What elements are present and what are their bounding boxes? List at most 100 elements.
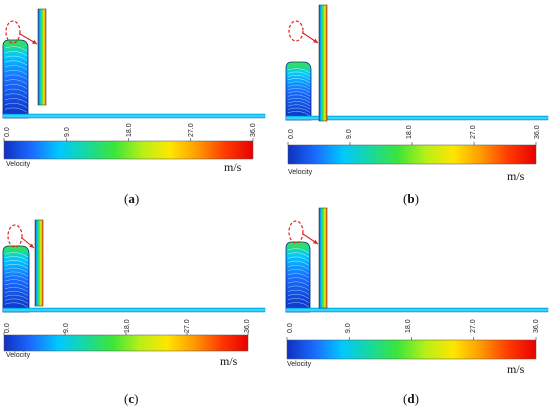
colorbar-quantity-label-a: Velocity — [6, 161, 31, 168]
streamline — [287, 94, 311, 100]
streamline — [287, 264, 310, 270]
chamber-domain-a — [2, 39, 29, 119]
streamline — [4, 256, 29, 262]
streamline — [4, 46, 28, 52]
colorbar-d — [286, 339, 537, 360]
colorbar-c — [3, 334, 249, 352]
colorbar-quantity-label-b: Velocity — [288, 169, 313, 176]
streamline — [4, 79, 28, 85]
streamline — [287, 84, 311, 90]
zoom-inset-b — [318, 4, 328, 122]
colorbar-tick-d-1: 9.0 — [345, 323, 352, 333]
colorbar-quantity-label-c: Velocity — [6, 352, 31, 359]
streamline — [4, 65, 28, 71]
colorbar-tick-a-0: 0.0 — [4, 127, 11, 137]
flow-field-c — [2, 219, 266, 352]
colorbar-tick-d-0: 0.0 — [287, 323, 294, 333]
streamline — [287, 248, 310, 254]
zoom-arrowhead-b — [313, 38, 318, 43]
streamline — [287, 104, 311, 110]
colorbar-quantity-label-d: Velocity — [287, 361, 312, 368]
caption-c: (c) — [124, 391, 139, 406]
flow-field-d — [285, 207, 549, 360]
streamline — [4, 290, 29, 296]
zoom-arrowhead-d — [313, 239, 318, 244]
streamline — [4, 74, 28, 80]
chamber-domain-d — [285, 241, 311, 313]
colorbar-tick-d-4: 36.0 — [533, 319, 540, 333]
highlight-ellipse-d — [288, 220, 304, 244]
colorbar-tick-b-0: 0.0 — [288, 129, 295, 139]
streamline — [4, 88, 28, 94]
streamline — [4, 60, 28, 66]
highlight-ellipse-c — [7, 224, 23, 248]
colorbar-tick-c-4: 36.0 — [244, 319, 251, 333]
colorbar-tick-a-2: 18.0 — [126, 123, 133, 137]
colorbar-tick-d-2: 18.0 — [405, 319, 412, 333]
streamline — [287, 91, 311, 97]
streamline — [287, 298, 310, 303]
streamline — [287, 260, 310, 266]
zoom-inset-c — [34, 219, 44, 307]
caption-b: (b) — [403, 191, 419, 206]
streamline — [4, 287, 29, 292]
streamline — [287, 71, 311, 77]
streamline — [4, 267, 29, 273]
colorbar-tick-a-4: 36.0 — [250, 123, 257, 137]
flow-field-a — [2, 8, 266, 160]
streamline — [287, 302, 310, 308]
panel-c: 0.0 9.0 18.0 27.0 36.0 Velocity m/s (c) — [0, 202, 275, 406]
streamline — [287, 269, 310, 274]
streamline — [287, 107, 311, 113]
streamline — [287, 277, 310, 283]
colorbar-unit-a: m/s — [224, 160, 242, 174]
colorbar-tick-c-0: 0.0 — [4, 323, 11, 333]
colorbar-tick-b-3: 27.0 — [470, 125, 477, 139]
streamline — [4, 102, 28, 108]
streamline — [4, 98, 28, 104]
streamline — [287, 68, 311, 74]
zoom-inset-a — [37, 8, 47, 106]
colorbar-unit-d: m/s — [507, 362, 525, 376]
streamline — [4, 51, 28, 56]
zoom-arrowhead-c — [29, 243, 34, 248]
caption-a: (a) — [124, 191, 140, 206]
streamline — [287, 273, 310, 279]
panel-d: 0.0 9.0 18.0 27.0 36.0 Velocity m/s (d) — [275, 202, 550, 406]
chamber-domain-c — [2, 245, 30, 313]
colorbar-tick-c-1: 9.0 — [63, 323, 70, 333]
colorbar-tick-d-3: 27.0 — [470, 319, 477, 333]
streamline — [4, 302, 29, 308]
streamline — [287, 285, 310, 291]
streamline — [4, 55, 28, 61]
streamline — [287, 78, 311, 84]
streamline — [287, 81, 311, 87]
streamline — [4, 107, 28, 113]
streamline — [4, 260, 29, 265]
flow-field-b — [285, 4, 549, 165]
colorbar-a — [3, 140, 254, 160]
streamline — [4, 298, 29, 304]
streamline — [4, 275, 29, 281]
caption-d: (d) — [403, 391, 419, 406]
streamline — [4, 271, 29, 277]
streamline — [4, 93, 28, 99]
streamline — [4, 252, 29, 258]
streamline — [287, 281, 310, 287]
streamline — [287, 293, 310, 299]
colorbar-tick-c-3: 27.0 — [184, 319, 191, 333]
streamline — [4, 283, 29, 289]
streamline — [287, 101, 311, 107]
streamline — [287, 97, 311, 103]
colorbar-tick-b-1: 9.0 — [346, 129, 353, 139]
zoom-arrowhead-a — [32, 39, 37, 44]
streamline — [4, 279, 29, 285]
streamline — [287, 256, 310, 262]
panel-b: 0.0 9.0 18.0 27.0 36.0 Velocity m/s (b) — [275, 0, 550, 206]
streamline — [287, 88, 311, 93]
streamline — [4, 84, 28, 89]
colorbar-b — [287, 144, 537, 165]
highlight-ellipse-b — [288, 20, 304, 42]
streamline — [4, 263, 29, 269]
streamline — [287, 74, 311, 80]
